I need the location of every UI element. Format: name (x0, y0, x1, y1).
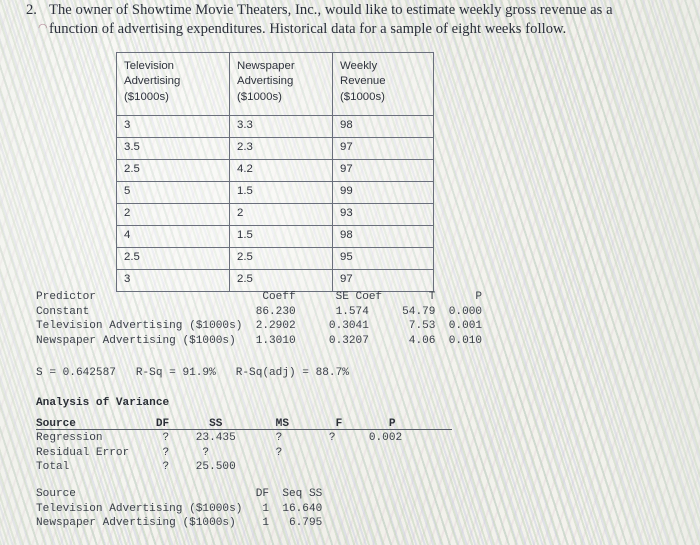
cell-tv-1: 3 (116, 115, 230, 138)
cell-tv-7: 2.5 (116, 247, 230, 270)
cell-tv-2: 3.5 (116, 137, 230, 160)
cell-rev-2: 97 (332, 137, 434, 160)
cell-news-6: 1.5 (229, 225, 333, 248)
anova-header-rule (36, 429, 452, 430)
cell-tv-6: 4 (116, 225, 230, 248)
cell-rev-4: 99 (332, 181, 434, 204)
cell-news-3: 4.2 (229, 159, 333, 182)
cell-tv-5: 2 (116, 203, 230, 226)
question-block: 2. ◠ The owner of Showtime Movie Theater… (26, 1, 686, 39)
col3-line1: Weekly (340, 60, 378, 72)
anova-table-body: Regression ? 23.435 ? ? 0.002 Residual E… (36, 432, 403, 474)
analysis-of-variance-title: Analysis of Variance (36, 397, 170, 409)
cell-rev-6: 98 (332, 225, 434, 248)
cell-rev-5: 93 (332, 203, 434, 226)
cell-news-8: 2.5 (229, 269, 333, 292)
table-row: 2 2 93 (116, 203, 434, 226)
cell-news-5: 2 (229, 203, 333, 226)
table-row: 3 2.5 97 (116, 269, 434, 292)
cell-rev-3: 97 (332, 159, 434, 182)
col3-line3: ($1000s) (340, 90, 385, 103)
col1-line1: Television (124, 60, 175, 72)
col2-line2: Advertising (237, 75, 294, 88)
question-number: 2. (26, 2, 37, 18)
margin-mark-icon: ◠ (38, 22, 48, 34)
col1-line3: ($1000s) (124, 90, 169, 103)
col2-line3: ($1000s) (237, 90, 282, 103)
question-line-1: The owner of Showtime Movie Theaters, In… (49, 2, 613, 18)
table-row: 3.5 2.3 97 (116, 137, 434, 160)
question-line-2: function of advertising expenditures. Hi… (49, 21, 567, 37)
cell-rev-7: 95 (332, 247, 434, 270)
sequential-sum-of-squares-block: Source DF Seq SS Television Advertising … (36, 488, 323, 530)
table-row: 5 1.5 99 (116, 181, 434, 204)
table-header-row: Television Advertising ($1000s) Newspape… (116, 52, 434, 116)
historical-data-table: Television Advertising ($1000s) Newspape… (116, 52, 434, 292)
column-header-weekly-revenue: Weekly Revenue ($1000s) (332, 52, 434, 116)
col2-line1: Newspaper (237, 60, 295, 72)
cell-news-2: 2.3 (229, 137, 333, 160)
cell-tv-3: 2.5 (116, 159, 230, 182)
table-row: 2.5 4.2 97 (116, 159, 434, 182)
column-header-television-advertising: Television Advertising ($1000s) (116, 52, 230, 116)
table-row: 4 1.5 98 (116, 225, 434, 248)
col3-line2: Revenue (340, 75, 386, 88)
cell-tv-4: 5 (116, 181, 230, 204)
cell-news-4: 1.5 (229, 181, 333, 204)
model-fit-statistics: S = 0.642587 R-Sq = 91.9% R-Sq(adj) = 88… (36, 367, 349, 379)
predictor-coefficients-block: Predictor Coeff SE Coef T P Constant 86.… (36, 291, 483, 347)
table-row: 3 3.3 98 (116, 115, 434, 138)
table-row: 2.5 2.5 95 (116, 247, 434, 270)
column-header-newspaper-advertising: Newspaper Advertising ($1000s) (229, 52, 333, 116)
cell-news-7: 2.5 (229, 247, 333, 270)
cell-rev-1: 98 (332, 115, 434, 138)
cell-rev-8: 97 (332, 269, 434, 292)
cell-tv-8: 3 (116, 269, 230, 292)
col1-line2: Advertising (124, 75, 181, 88)
cell-news-1: 3.3 (229, 115, 333, 138)
